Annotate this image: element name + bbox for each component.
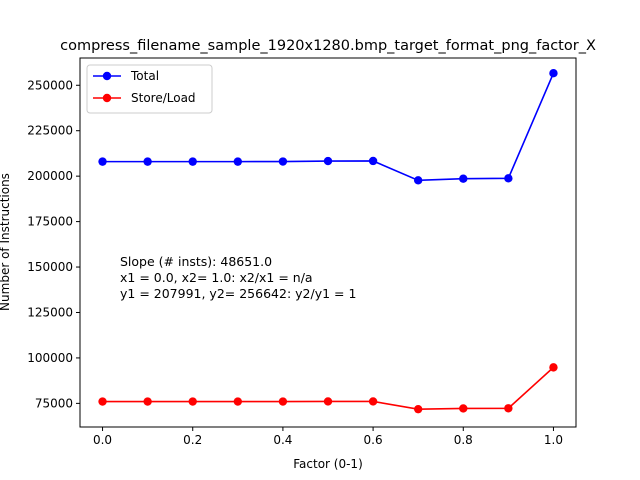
x-tick-label: 0.6 [364, 433, 383, 447]
data-point [504, 174, 513, 183]
y-tick-label: 200000 [27, 169, 73, 183]
data-point [549, 68, 558, 78]
x-axis: 0.0 0.2 0.4 0.6 0.8 1.0 [93, 427, 563, 447]
y-tick-label: 225000 [27, 124, 73, 138]
legend-box [86, 64, 213, 114]
data-point [233, 157, 243, 166]
data-point [323, 156, 333, 166]
data-point [549, 363, 558, 372]
data-point [459, 404, 468, 413]
y-tick-label: 250000 [27, 78, 73, 92]
data-point [459, 174, 468, 183]
annotation-line: y1 = 207991, y2= 256642: y2/y1 = 1 [120, 286, 356, 301]
plot-area [98, 68, 558, 414]
legend: Total Store/Load [86, 64, 213, 114]
annotation-line: x1 = 0.0, x2= 1.0: x2/x1 = n/a [120, 270, 313, 285]
data-point [368, 156, 378, 166]
y-axis-label: Number of Instructions [0, 173, 12, 311]
y-tick-label: 100000 [27, 351, 73, 365]
data-point [143, 397, 152, 406]
annotation-line: Slope (# insts): 48651.0 [120, 254, 272, 269]
data-point [188, 157, 197, 166]
data-point [98, 397, 107, 406]
y-tick-label: 75000 [35, 396, 73, 410]
data-point [98, 157, 107, 166]
legend-label: Store/Load [131, 91, 196, 105]
y-axis: 75000 100000 125000 150000 175000 200000 22500… [27, 78, 80, 410]
axes-frame [79, 57, 577, 428]
legend-marker [102, 71, 112, 81]
data-point [504, 404, 513, 413]
x-tick-label: 0.2 [183, 433, 202, 447]
x-tick-label: 1.0 [544, 433, 563, 447]
x-tick-label: 0.4 [273, 433, 292, 447]
legend-label: Total [130, 69, 159, 83]
data-point [278, 397, 288, 406]
data-point [413, 176, 423, 185]
data-point [368, 397, 378, 406]
x-tick-label: 0.8 [454, 433, 473, 447]
chart-title: compress_filename_sample_1920x1280.bmp_t… [60, 38, 596, 54]
x-tick-label: 0.0 [93, 433, 112, 447]
y-tick-label: 175000 [27, 215, 73, 229]
slope-annotation: Slope (# insts): 48651.0 x1 = 0.0, x2= 1… [120, 254, 356, 301]
data-point [323, 397, 333, 406]
legend-marker [102, 93, 112, 103]
data-point [188, 397, 197, 406]
data-point [233, 397, 243, 406]
x-axis-label: Factor (0-1) [293, 457, 363, 471]
data-point [143, 157, 152, 166]
y-tick-label: 150000 [27, 260, 73, 274]
data-point [278, 157, 288, 166]
y-tick-label: 125000 [27, 305, 73, 319]
data-point [413, 404, 423, 414]
